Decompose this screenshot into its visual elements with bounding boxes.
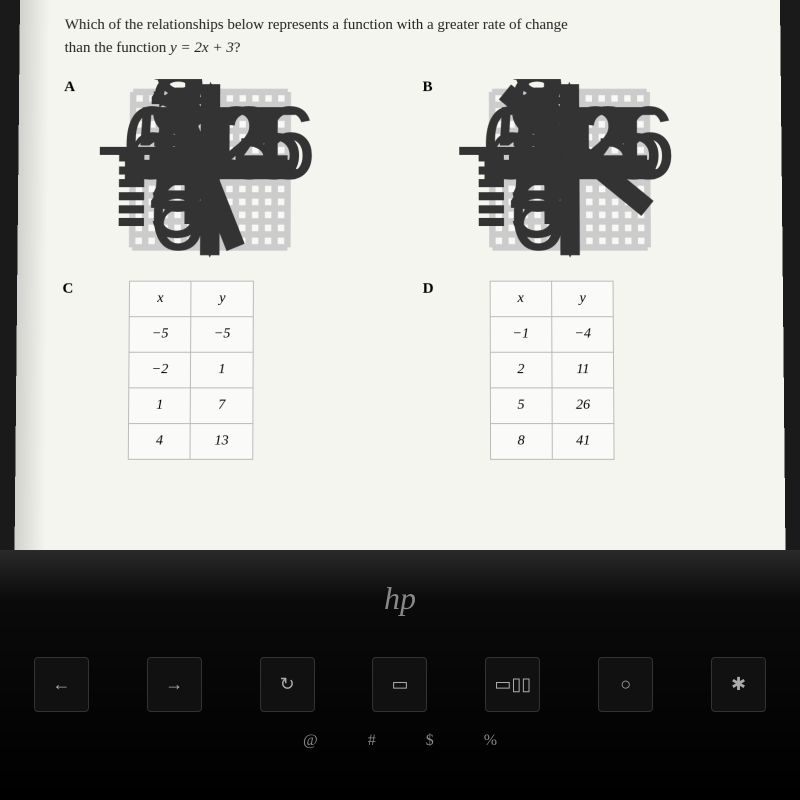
table-c: xy −5−5−2117413 [128,281,254,460]
svg-text:6: 6 [507,79,565,117]
option-c: C xy −5−5−2117413 [61,281,382,460]
option-b-label: B [423,79,439,260]
keyboard-row2: @ # $% [303,732,497,750]
keyboard-key[interactable]: ✱ [711,657,766,712]
table-header: x [490,281,552,317]
table-cell: 13 [190,424,252,460]
table-header: y [552,281,614,317]
graph-a: -6-5-4-3-2-1123456-6-5-4-3-2-1123456 [99,79,321,260]
svg-text:6: 6 [618,85,676,201]
table-cell: 1 [129,388,191,424]
question-equation: y = 2x + 3 [170,39,234,55]
table-cell: 7 [191,388,253,424]
keyboard-key[interactable]: # [368,732,376,750]
hp-logo: hp [384,580,416,617]
table-row: −21 [129,352,253,388]
table-row: 526 [490,388,614,424]
table-cell: −2 [129,352,191,388]
table-cell: 2 [490,352,552,388]
graph-b: -6-5-4-3-2-1123456-6-5-4-3-2-1123456 [459,79,681,260]
table-row: 211 [490,352,614,388]
table-cell: 8 [490,424,552,460]
table-cell: −4 [552,317,614,353]
table-cell: −5 [191,317,253,353]
table-d: xy −1−4211526841 [489,281,615,460]
table-cell: −1 [490,317,552,353]
option-a-label: A [63,79,81,260]
table-cell: 11 [552,352,614,388]
table-header: y [191,281,253,317]
option-a: A -6-5-4-3-2-1123456-6-5-4-3-2-1123456 [63,79,383,260]
table-cell: −5 [129,317,191,353]
keyboard-key[interactable]: @ [303,732,318,750]
table-row: 413 [128,424,253,460]
option-c-label: C [61,281,79,460]
question-line2-suffix: ? [234,39,241,55]
keyboard-key[interactable]: $ [426,732,434,750]
keyboard-key[interactable]: ← [34,657,89,712]
options-grid: A -6-5-4-3-2-1123456-6-5-4-3-2-1123456 [61,79,744,460]
question-line1: Which of the relationships below represe… [65,17,568,33]
table-row: −5−5 [129,317,253,353]
table-cell: 1 [191,352,253,388]
question-text: Which of the relationships below represe… [64,14,740,59]
option-d-label: D [423,281,439,460]
table-header: x [129,281,191,317]
table-cell: 41 [552,424,614,460]
option-b: B -6-5-4-3-2-1123456-6-5-4-3-2-1123456 [423,79,743,260]
keyboard-key[interactable]: ▭▯▯ [485,657,540,712]
keyboard-row1: ← → ↻ ▭ ▭▯▯ ○ ✱ [0,657,800,712]
question-line2-prefix: than the function [65,39,171,55]
laptop-body: hp ← → ↻ ▭ ▭▯▯ ○ ✱ @ # $% [0,550,800,800]
keyboard-key[interactable]: ▭ [372,657,427,712]
worksheet-page: Which of the relationships below represe… [14,0,785,568]
table-row: 17 [129,388,253,424]
keyboard-key[interactable]: ○ [598,657,653,712]
keyboard-key[interactable]: → [147,657,202,712]
svg-text:6: 6 [149,79,207,117]
table-row: 841 [490,424,614,460]
option-d: D xy −1−4211526841 [423,281,744,460]
table-row: −1−4 [490,317,614,353]
table-cell: 4 [128,424,190,460]
table-cell: 5 [490,388,552,424]
table-cell: 26 [552,388,614,424]
keyboard-key[interactable]: ↻ [260,657,315,712]
svg-text:6: 6 [259,85,317,201]
keyboard-key[interactable]: % [484,732,497,750]
